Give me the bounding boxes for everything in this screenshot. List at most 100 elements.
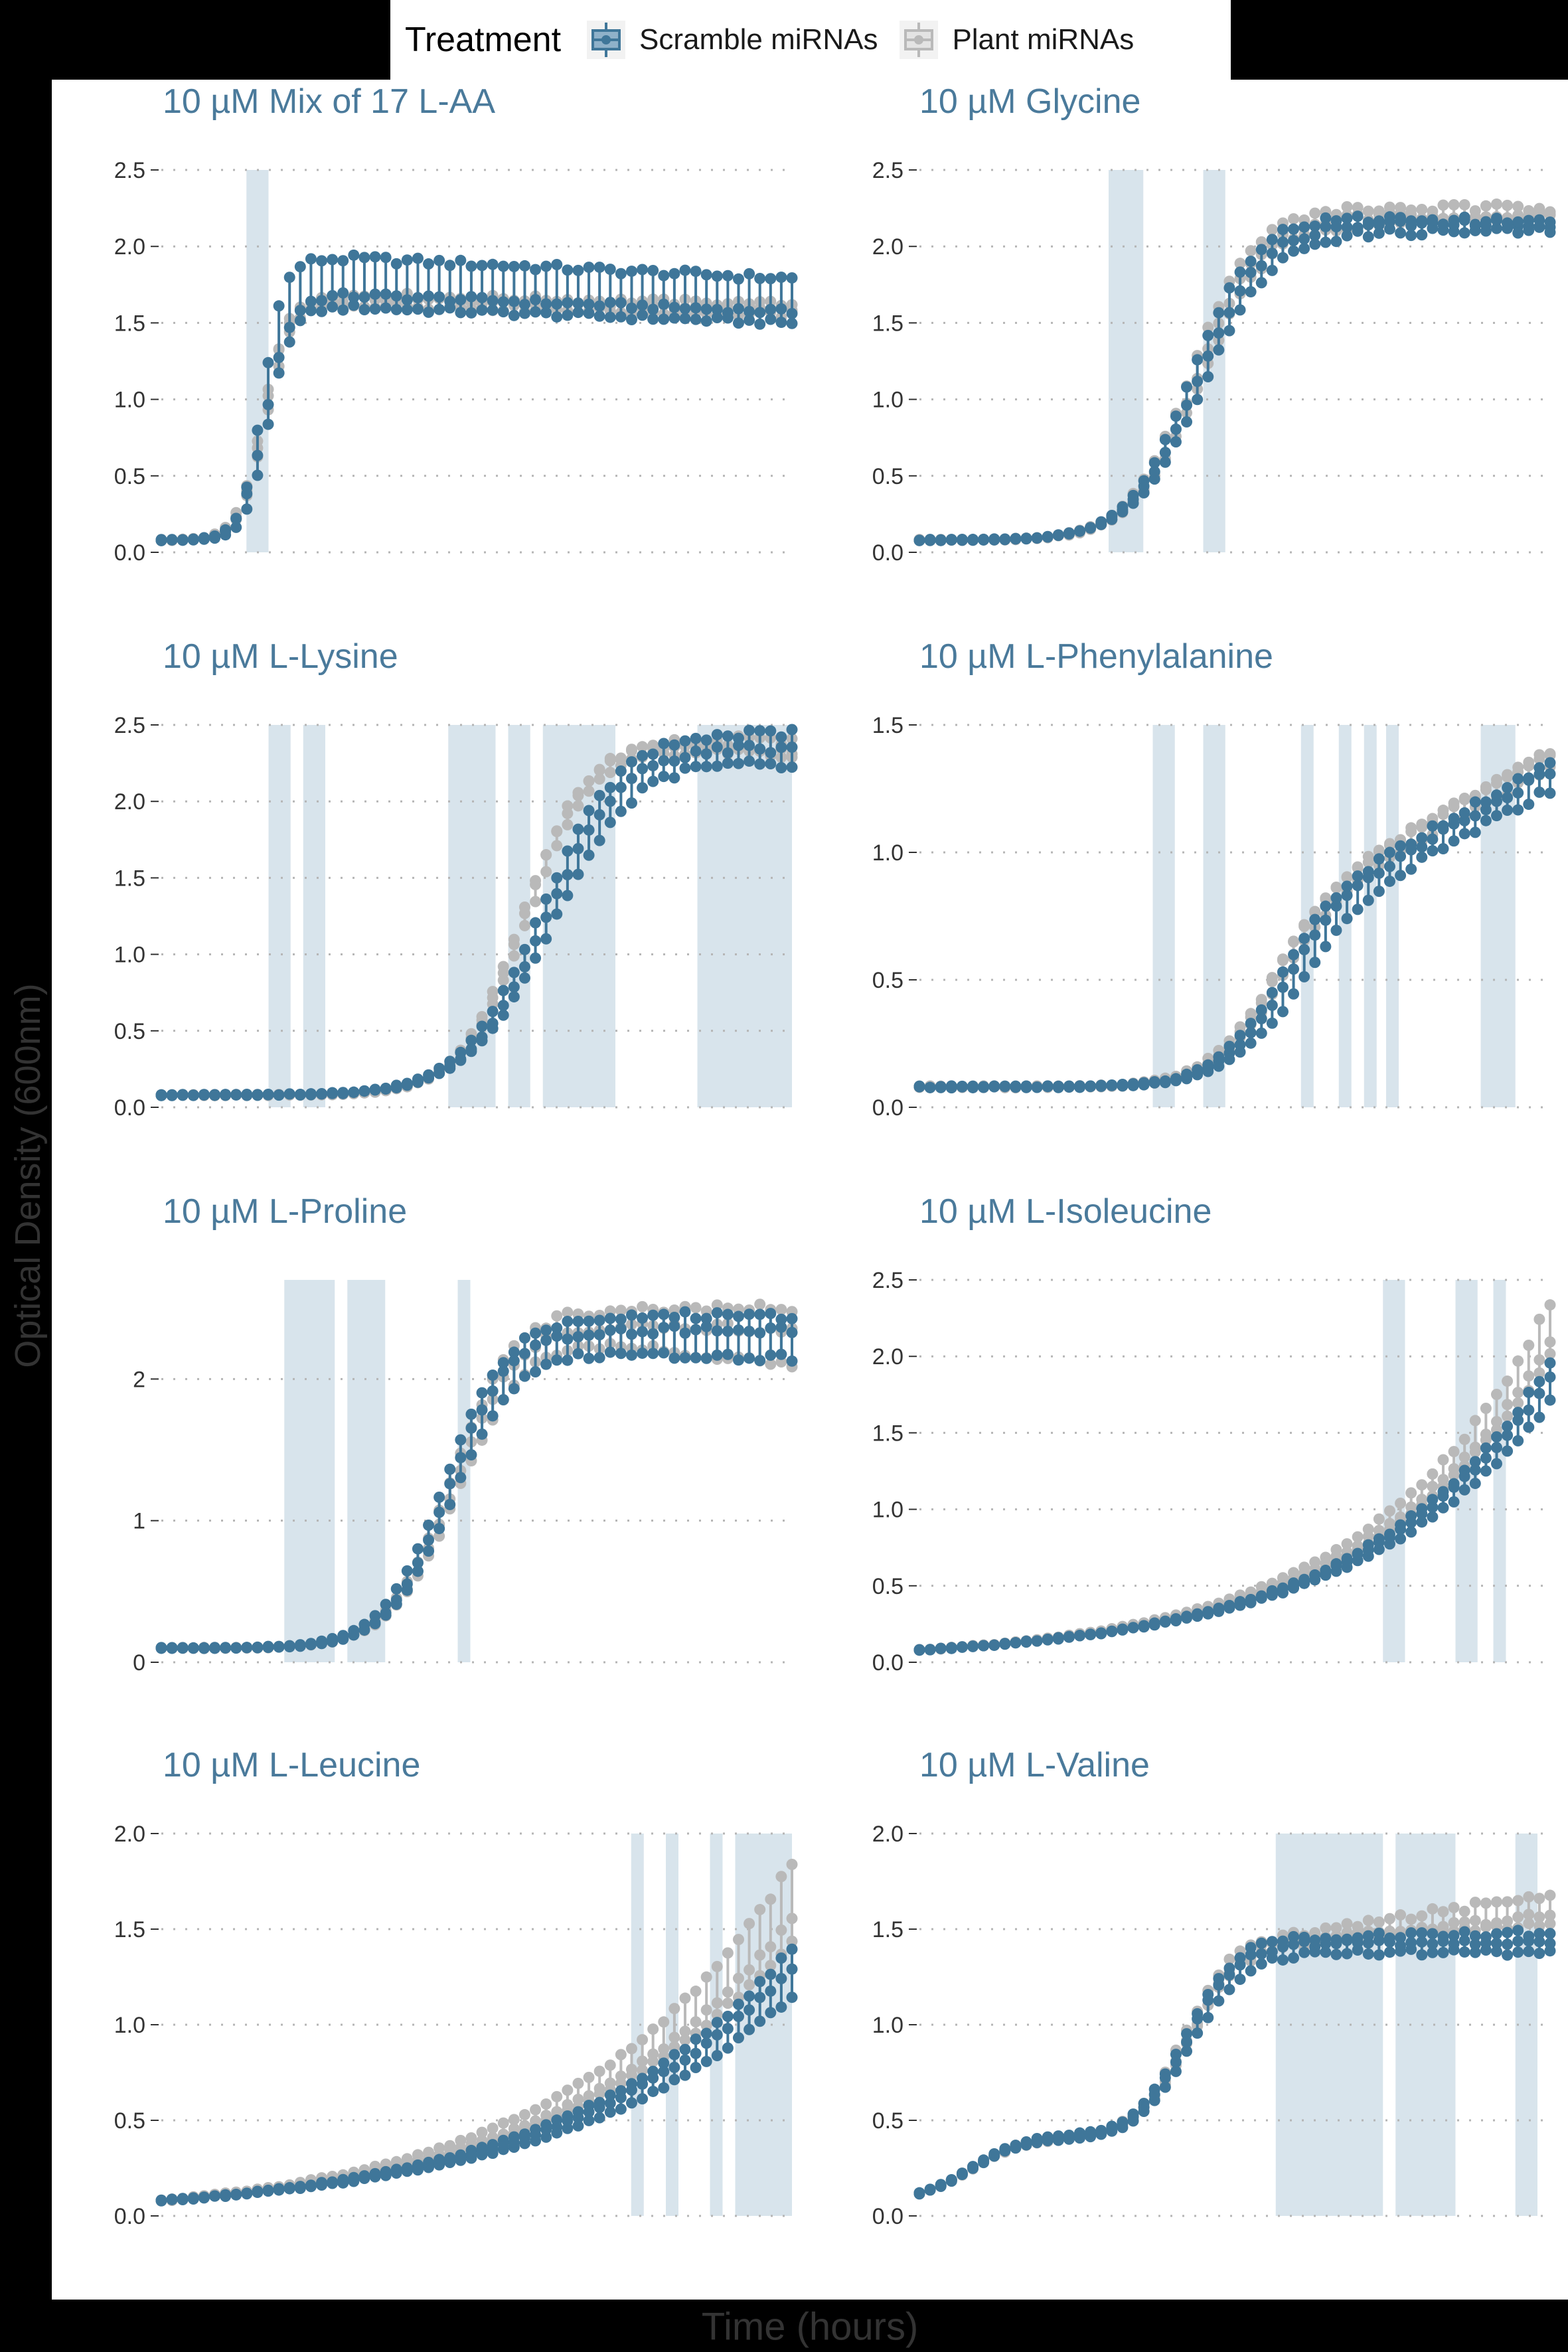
data-point	[1362, 1915, 1374, 1926]
data-point	[1255, 1948, 1267, 1960]
data-point	[487, 992, 499, 1004]
data-point	[1480, 1452, 1492, 1464]
data-point	[518, 2132, 530, 2144]
data-point	[1362, 231, 1374, 243]
data-point	[369, 303, 381, 315]
data-point	[1502, 1420, 1514, 1432]
data-point	[744, 1308, 755, 1320]
data-point	[1383, 846, 1395, 858]
data-point	[155, 534, 167, 546]
data-point	[476, 291, 488, 303]
data-point	[988, 1639, 1000, 1651]
data-point	[1170, 424, 1182, 435]
data-point	[711, 270, 723, 282]
data-point	[1502, 781, 1514, 793]
data-point	[166, 2193, 178, 2205]
data-point	[455, 1472, 467, 1484]
series-plant	[155, 1298, 798, 1654]
data-point	[711, 1960, 723, 1972]
data-point	[1490, 1946, 1502, 1958]
data-point	[423, 290, 435, 302]
data-point	[1192, 1608, 1204, 1620]
data-point	[1255, 1591, 1267, 1603]
data-point	[732, 1310, 744, 1322]
data-point	[1352, 210, 1364, 222]
data-point	[700, 1320, 712, 1332]
data-point	[583, 298, 595, 310]
data-point	[744, 2023, 755, 2035]
data-point	[615, 1323, 627, 1335]
data-point	[1245, 1027, 1257, 1039]
data-point	[1502, 1926, 1514, 1938]
data-point	[1373, 853, 1385, 865]
data-point	[1480, 1434, 1492, 1446]
y-tick-label: 1.0	[114, 2013, 145, 2038]
data-point	[540, 298, 552, 310]
data-point	[1416, 1927, 1428, 1939]
data-point	[337, 2174, 349, 2186]
data-point	[1223, 1953, 1235, 1965]
data-point	[1502, 1410, 1514, 1422]
data-point	[1074, 2127, 1086, 2139]
data-point	[1533, 220, 1545, 232]
data-point	[615, 297, 627, 309]
data-point	[1159, 456, 1171, 468]
data-point	[1298, 233, 1310, 245]
data-point	[497, 1366, 509, 1377]
data-point	[209, 530, 221, 542]
y-tick-label: 0.0	[872, 1095, 903, 1121]
data-point	[572, 800, 584, 812]
data-point	[551, 1354, 563, 1366]
data-point	[1181, 1068, 1193, 1080]
data-point	[1341, 1934, 1353, 1946]
chart-panel-8: 10 µM L-Valine 0.0 0.5 1.0 1.5 2.0	[872, 1746, 1556, 2229]
data-point	[1202, 1606, 1214, 1618]
data-point	[1052, 1632, 1064, 1644]
data-point	[924, 2183, 936, 2195]
data-point	[924, 534, 936, 546]
y-tick-label: 1.5	[872, 1421, 903, 1446]
data-point	[935, 2179, 947, 2191]
data-point	[572, 842, 584, 854]
data-point	[1020, 1635, 1032, 1647]
data-point	[604, 817, 616, 828]
data-point	[551, 2121, 563, 2133]
data-point	[593, 2112, 605, 2124]
data-point	[668, 755, 680, 767]
data-point	[1352, 880, 1364, 892]
data-point	[765, 1893, 777, 1905]
data-point	[1416, 851, 1428, 863]
data-point	[1490, 198, 1502, 210]
data-point	[593, 809, 605, 821]
data-point	[637, 2093, 649, 2105]
data-point	[700, 734, 712, 746]
data-point	[369, 288, 381, 300]
data-point	[700, 315, 712, 327]
data-point	[732, 273, 744, 285]
data-point	[1523, 1909, 1535, 1921]
data-point	[433, 303, 445, 315]
data-point	[1502, 1949, 1514, 1961]
y-tick-label: 0.0	[114, 2204, 145, 2229]
data-point	[1266, 976, 1278, 988]
data-point	[775, 1313, 787, 1325]
data-point	[230, 1642, 242, 1654]
data-point	[327, 289, 339, 301]
data-point	[562, 264, 574, 276]
data-point	[1523, 799, 1535, 811]
data-point	[551, 2090, 563, 2102]
y-tick-label: 0.5	[114, 1019, 145, 1044]
significance-band	[268, 725, 291, 1107]
data-point	[1427, 222, 1439, 234]
data-point	[1395, 1498, 1407, 1510]
data-point	[786, 761, 798, 773]
data-point	[455, 254, 467, 266]
data-point	[540, 893, 552, 905]
data-point	[1502, 771, 1514, 783]
data-point	[1373, 1513, 1385, 1525]
data-point	[945, 534, 957, 546]
data-point	[765, 313, 777, 325]
data-point	[1383, 1913, 1395, 1924]
data-point	[1405, 822, 1417, 834]
data-point	[1245, 1037, 1257, 1049]
